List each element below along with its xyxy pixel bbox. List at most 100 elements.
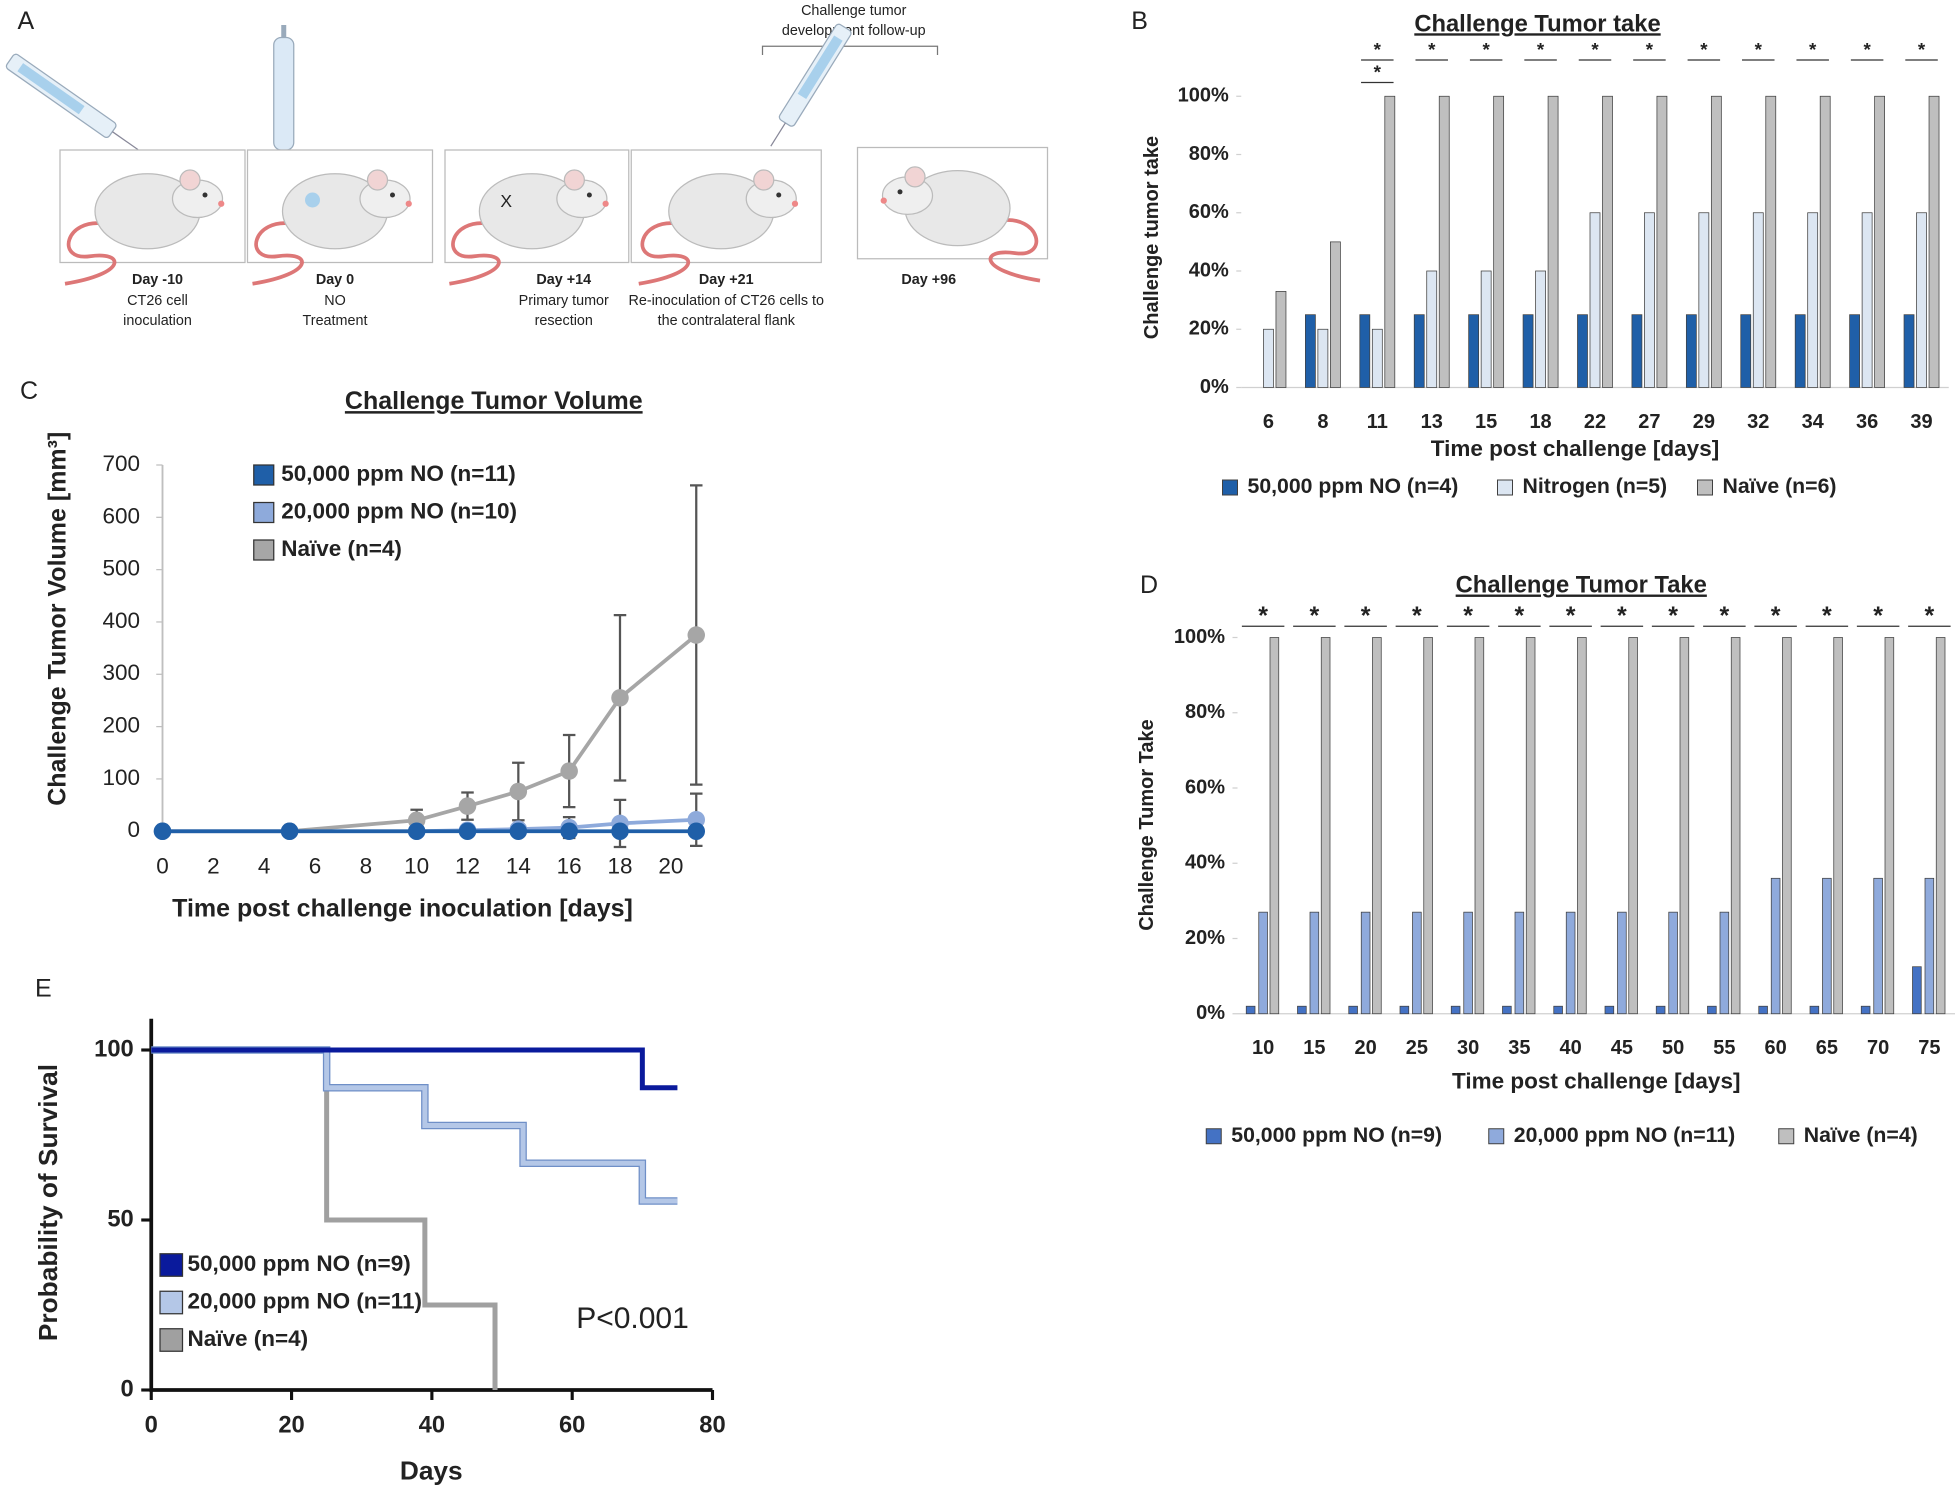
panel-label: A [18,7,35,35]
mouse-eye [776,192,782,198]
y-tick-label: 80% [1189,143,1229,165]
panel-label: E [35,975,52,1003]
y-axis-label: Challenge tumor take [1141,136,1163,339]
mouse [252,169,412,286]
bar [1493,95,1505,388]
chart-title: Challenge Tumor Volume [345,387,643,415]
x-tick-label: 75 [1918,1037,1940,1059]
legend-label: Nitrogen (n=5) [1523,474,1668,498]
bar [1822,877,1832,1015]
bar [1668,911,1678,1015]
data-point [458,822,477,840]
step-day: Day +96 [901,272,956,288]
x-tick-label: 0 [156,853,169,878]
step-description: the contralateral flank [658,313,796,329]
mouse-nose [880,197,887,204]
step-description: Re-inoculation of CT26 cells to [628,293,824,309]
bar [1258,911,1268,1015]
x-tick-label: 30 [1457,1037,1479,1059]
bar [1655,1005,1666,1015]
x-tick-label: 15 [1303,1037,1325,1059]
bar [1463,911,1473,1015]
legend-label: Naïve (n=4) [188,1326,309,1351]
step-description: Primary tumor [519,293,609,309]
mouse-tail [64,221,117,286]
x-tick-label: 15 [1475,411,1497,433]
bar [1480,270,1492,388]
bar [1809,1005,1820,1015]
legend-label: Naïve (n=4) [1804,1123,1918,1147]
bar [1384,95,1396,388]
bar [1525,637,1536,1015]
significance-mark: * [1412,602,1422,630]
y-tick-label: 700 [102,451,140,476]
mouse-ear [366,169,389,191]
y-tick-label: 300 [102,660,140,685]
bar [1782,637,1792,1015]
bar [1765,95,1777,388]
legend-label: 20,000 ppm NO (n=10) [281,498,517,523]
bar [1707,1005,1717,1015]
mouse-nose [218,200,225,207]
x-tick-label: 80 [699,1412,725,1439]
x-tick-label: 8 [1317,411,1328,433]
x-tick-label: 29 [1693,411,1715,433]
x-tick-label: 34 [1802,411,1825,433]
legend-label: 50,000 ppm NO (n=9) [1231,1123,1442,1147]
bar [1317,328,1329,388]
mouse-nose [602,200,609,207]
x-tick-label: 20 [658,853,683,878]
x-tick-label: 60 [559,1412,585,1439]
bar [1399,1005,1410,1015]
bar [1577,637,1587,1015]
significance-mark: * [1258,602,1268,630]
step-day: Day -10 [132,272,183,288]
legend-swatch [253,464,275,486]
bar [1770,877,1781,1015]
mouse-ear [563,169,585,191]
x-tick-label: 12 [455,853,480,878]
x-axis-label: Time post challenge inoculation [days] [172,895,633,923]
bar [1698,212,1710,388]
data-point [687,626,705,644]
y-axis-label: Probability of Survival [33,1064,63,1341]
step-day: Day 0 [316,272,354,288]
significance-mark: * [1720,602,1730,630]
syringe-fill [17,63,85,115]
significance-mark: * [1515,602,1525,630]
data-point [458,797,477,815]
significance-mark: * [1863,39,1871,60]
significance-mark: * [1918,39,1926,60]
mouse-eye [390,192,395,198]
note: Challenge tumor [801,3,907,19]
bar [1372,637,1382,1015]
legend-label: 50,000 ppm NO (n=4) [1248,474,1459,498]
step-description: CT26 cell [127,293,188,309]
bar [1360,911,1371,1015]
bar [1263,328,1274,388]
bar [1861,212,1873,388]
x-tick-label: 6 [309,853,322,878]
legend-label: 50,000 ppm NO (n=11) [281,461,515,486]
x-tick-label: 16 [557,853,582,878]
bar [1553,1005,1563,1015]
bar [1849,314,1860,388]
y-tick-label: 100% [1178,85,1229,107]
data-point [611,689,629,707]
legend-swatch [159,1328,184,1352]
data-point [509,822,528,840]
x-tick-label: 14 [506,853,531,878]
y-tick-label: 0% [1200,376,1229,398]
y-axis-label: Challenge Tumor Volume [mm³] [43,432,71,806]
data-point [407,822,426,840]
bar [1807,212,1819,388]
significance-mark: * [1809,39,1817,60]
x-tick-label: 65 [1816,1037,1838,1059]
resection-mark: X [500,191,512,211]
x-tick-label: 45 [1611,1037,1633,1059]
bar [1679,637,1690,1015]
y-tick-label: 500 [102,556,140,581]
mouse-eye [586,192,592,198]
bar [1589,212,1601,388]
annotation: P<0.001 [576,1302,689,1335]
